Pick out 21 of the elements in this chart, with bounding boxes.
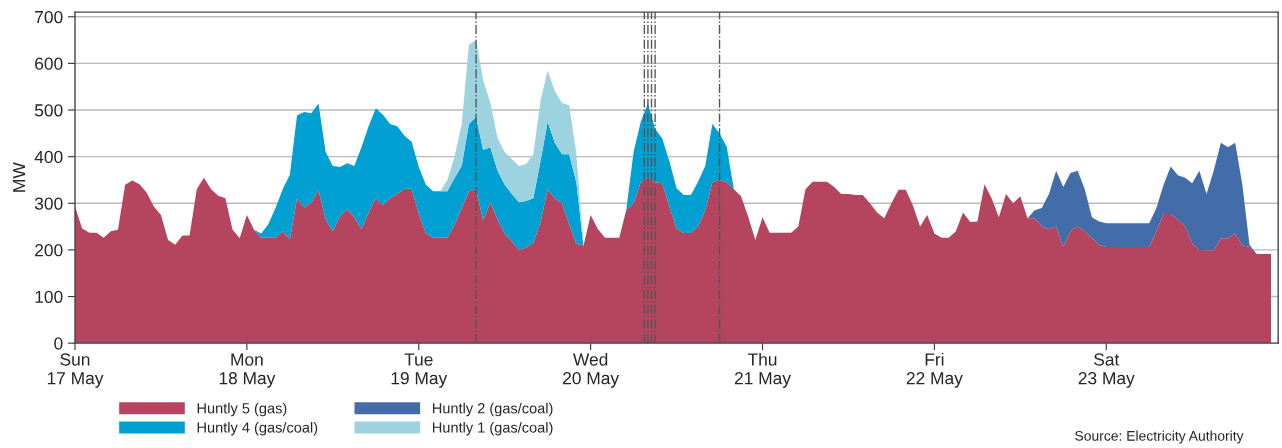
legend-label: Huntly 5 (gas) <box>197 402 287 417</box>
x-tick-label: Fri 22 May <box>906 352 963 388</box>
y-tick-label: 400 <box>34 150 63 164</box>
x-tick-label: Tue 19 May <box>391 353 448 388</box>
legend-label: Huntly 4 (gas/coal) <box>197 421 318 436</box>
y-tick-label: 100 <box>35 290 63 303</box>
source-note: Source: Electricity Authority <box>1075 430 1244 444</box>
y-tick-label: 300 <box>34 197 63 210</box>
x-tick-label: Sun 17 May <box>47 353 104 388</box>
y-tick-label: 500 <box>34 104 63 117</box>
y-tick-label: 700 <box>35 10 63 24</box>
y-tick-label: 200 <box>35 244 63 257</box>
y-axis-title: MW <box>13 162 26 192</box>
y-tick-label: 600 <box>35 57 63 70</box>
x-tick-label: Wed 20 May <box>563 352 620 388</box>
x-tick-label: Mon 18 May <box>219 353 276 388</box>
x-tick-label: Thu 21 May <box>734 352 791 388</box>
y-tick-label: 0 <box>54 337 63 350</box>
legend-label: Huntly 1 (gas/coal) <box>432 421 553 436</box>
x-tick-label: Sat 23 May <box>1078 353 1135 388</box>
legend-label: Huntly 2 (gas/coal) <box>432 402 553 417</box>
